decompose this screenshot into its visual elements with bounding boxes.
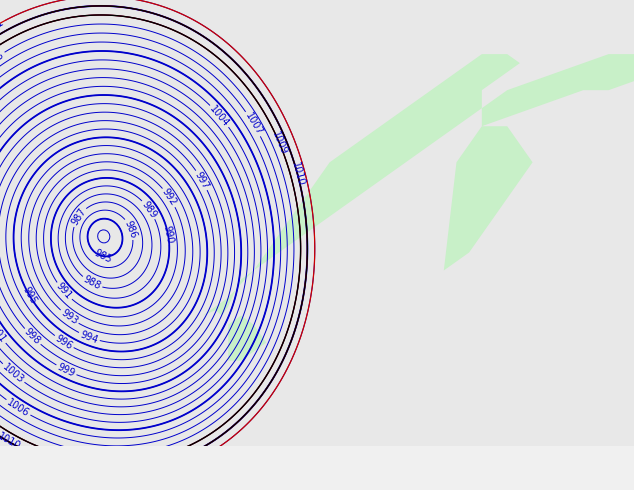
Text: 1010: 1010 — [290, 161, 306, 188]
Text: 1011: 1011 — [0, 17, 6, 38]
Text: 986: 986 — [123, 219, 139, 240]
Text: 991: 991 — [54, 281, 74, 301]
Text: 992: 992 — [160, 187, 179, 208]
Text: 987: 987 — [69, 206, 88, 227]
Text: 995: 995 — [20, 285, 38, 306]
Text: 990: 990 — [161, 224, 174, 244]
Text: 1009: 1009 — [270, 130, 289, 157]
Text: 1004: 1004 — [208, 103, 231, 128]
Text: 985: 985 — [93, 247, 113, 265]
Text: 1006: 1006 — [5, 397, 31, 418]
Text: Su 09-06-2024 12:00 UTC (12+48): Su 09-06-2024 12:00 UTC (12+48) — [395, 453, 628, 466]
Text: 1010: 1010 — [0, 432, 22, 452]
Text: Surface pressure [hPa] ECMWF: Surface pressure [hPa] ECMWF — [6, 455, 216, 468]
Text: 1003: 1003 — [1, 362, 26, 385]
Text: 996: 996 — [53, 333, 74, 351]
Text: 1005: 1005 — [0, 84, 3, 108]
Text: 993: 993 — [59, 308, 80, 327]
Text: ©weatheronline.co.uk: ©weatheronline.co.uk — [503, 478, 628, 489]
Text: 999: 999 — [56, 362, 77, 379]
Text: 1001: 1001 — [0, 319, 8, 344]
Text: 1007: 1007 — [243, 111, 264, 137]
Text: 989: 989 — [139, 199, 158, 220]
Text: 998: 998 — [22, 327, 42, 347]
Text: 1008: 1008 — [0, 49, 6, 72]
Text: 997: 997 — [193, 170, 210, 191]
Text: 988: 988 — [82, 274, 103, 292]
Text: 994: 994 — [79, 329, 100, 345]
